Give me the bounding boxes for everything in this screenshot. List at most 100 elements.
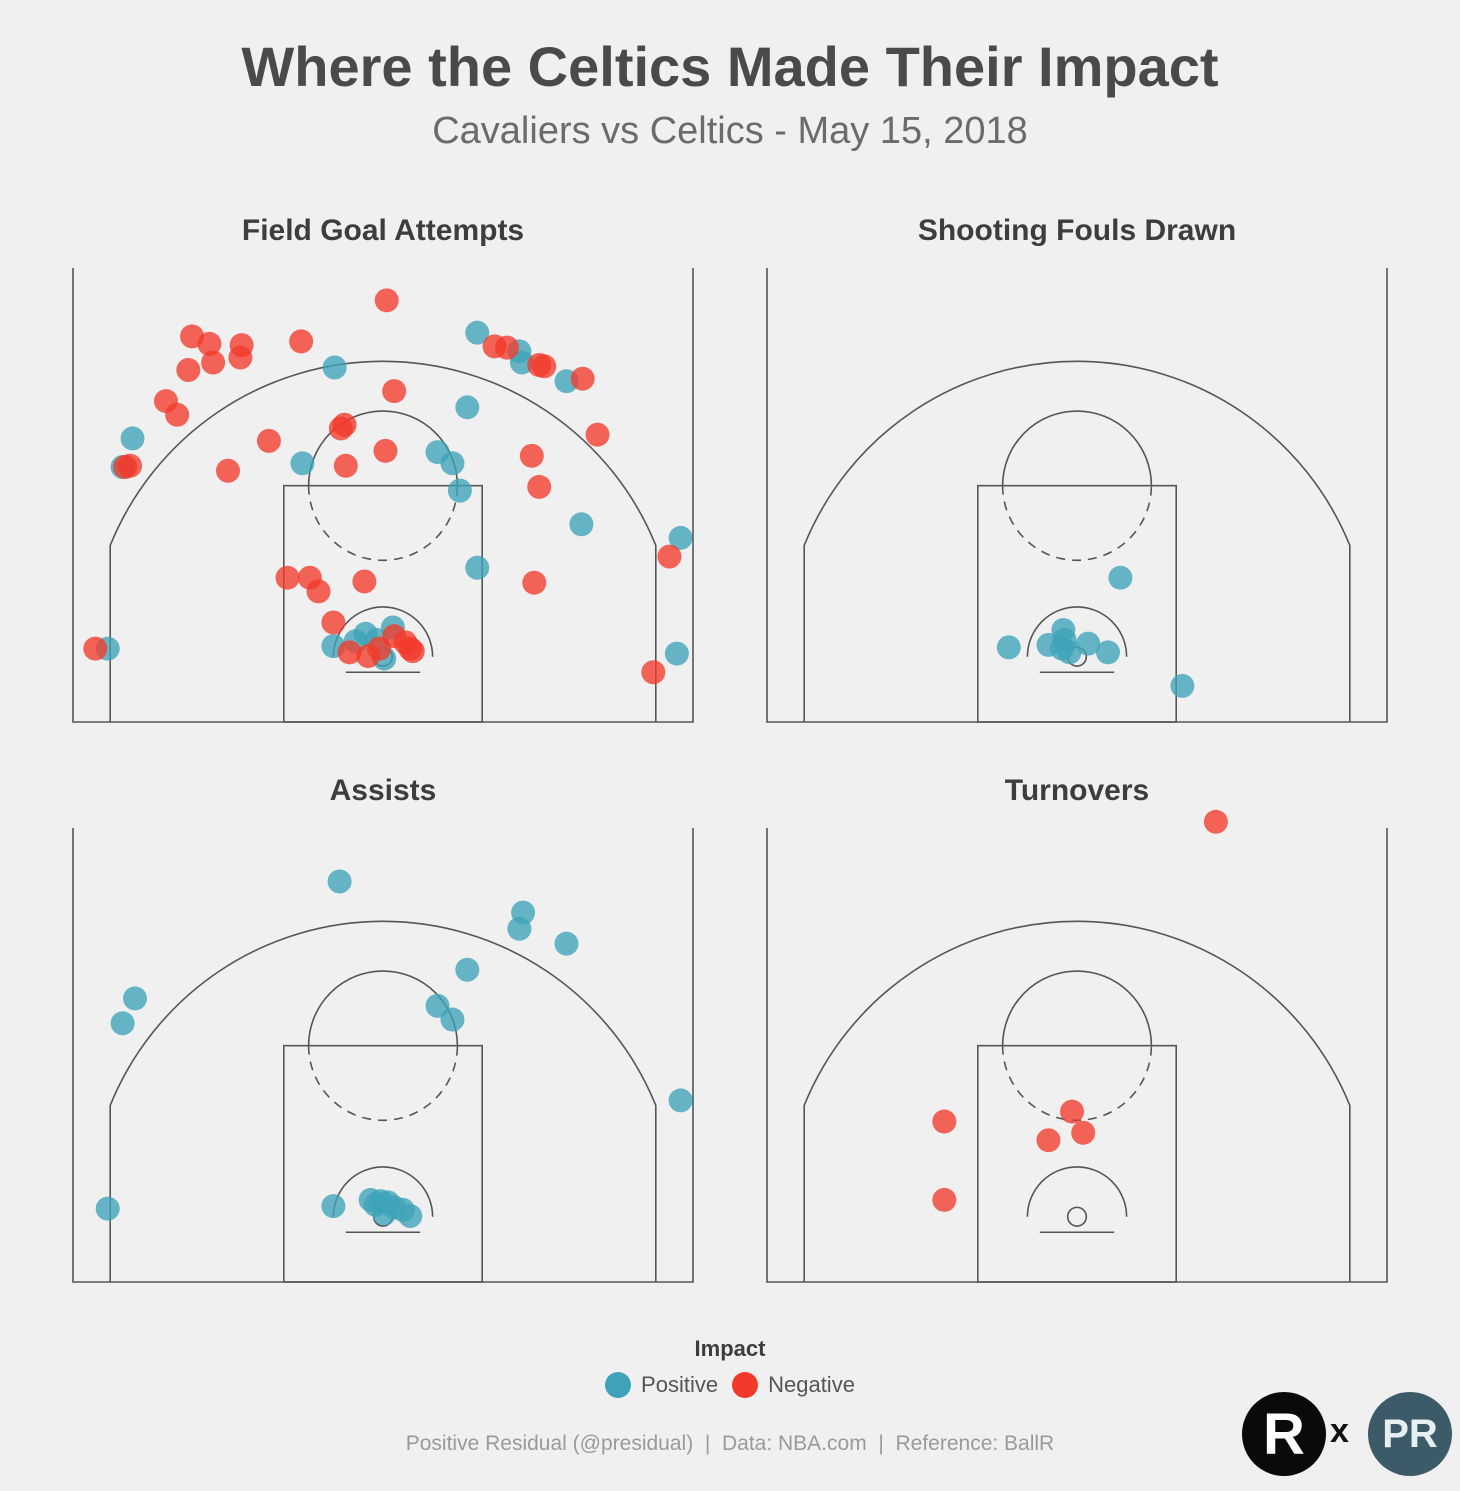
restricted-area — [1026, 606, 1128, 657]
shot-point-negative — [932, 1187, 957, 1212]
shot-point-positive — [465, 320, 490, 345]
legend-swatch-negative — [732, 1372, 759, 1398]
court-assists — [72, 828, 694, 1283]
shot-point-negative — [113, 455, 138, 480]
shot-point-negative — [306, 579, 331, 604]
three-point-line — [803, 920, 1351, 1282]
shot-point-negative — [522, 570, 547, 595]
shot-point-positive — [321, 1194, 346, 1219]
shot-point-positive — [398, 1204, 423, 1229]
shot-point-negative — [400, 639, 425, 664]
r-logo: R — [1242, 1392, 1326, 1476]
chart-subtitle: Cavaliers vs Celtics - May 15, 2018 — [432, 110, 1028, 152]
shot-point-negative — [228, 345, 253, 370]
shot-point-positive — [664, 641, 689, 666]
shot-point-positive — [455, 395, 480, 420]
shot-point-negative — [165, 402, 190, 427]
shot-point-positive — [440, 1007, 465, 1032]
paint-box — [283, 484, 483, 723]
panel-title-turnovers: Turnovers — [1004, 774, 1150, 807]
three-point-line — [803, 360, 1351, 722]
shot-point-negative — [374, 288, 399, 313]
shot-point-positive — [1057, 640, 1082, 665]
shot-point-negative — [641, 660, 666, 685]
shot-point-negative — [352, 569, 377, 594]
legend: Positive Negative — [0, 1372, 1460, 1398]
shot-point-positive — [447, 478, 472, 503]
shot-point-positive — [327, 869, 352, 894]
shot-point-negative — [332, 412, 357, 437]
shot-point-positive — [1051, 617, 1076, 642]
shot-point-negative — [373, 438, 398, 463]
shot-point-negative — [532, 354, 557, 379]
shot-point-positive — [120, 426, 145, 451]
paint-box — [283, 1044, 483, 1283]
shot-point-negative — [495, 335, 519, 360]
panel-title-assists: Assists — [329, 774, 437, 807]
shot-point-negative — [527, 474, 552, 499]
shot-point-positive — [110, 1011, 135, 1036]
pr-logo: PR — [1368, 1392, 1452, 1476]
source-caption: Positive Residual (@presidual) | Data: N… — [405, 1432, 1055, 1455]
shot-point-negative — [1036, 1128, 1061, 1153]
panel-title-field-goal-attempts: Field Goal Attempts — [241, 214, 525, 247]
shot-point-positive — [440, 451, 465, 476]
pr-logo-text: PR — [1382, 1411, 1438, 1456]
shot-point-negative — [180, 324, 205, 349]
shot-point-negative — [1060, 1099, 1085, 1124]
shot-point-positive — [996, 635, 1021, 660]
shot-point-negative — [176, 357, 201, 382]
free-throw-circle-bottom — [307, 485, 459, 562]
shot-point-negative — [570, 366, 595, 391]
shot-point-positive — [668, 1088, 693, 1113]
logo-separator: x — [1330, 1412, 1349, 1450]
shot-point-negative — [519, 443, 544, 468]
shot-point-positive — [123, 986, 147, 1011]
shot-point-positive — [465, 555, 490, 580]
shot-point-negative — [275, 565, 300, 590]
shot-point-negative — [1203, 809, 1228, 834]
free-throw-circle-top — [1001, 970, 1153, 1046]
court-turnovers — [766, 809, 1388, 1283]
shot-point-positive — [290, 451, 315, 476]
shot-point-negative — [932, 1109, 957, 1134]
shot-point-positive — [1108, 565, 1133, 590]
chart-title: Where the Celtics Made Their Impact — [241, 35, 1219, 98]
court-shooting-fouls-drawn — [766, 268, 1388, 723]
legend-label-negative: Negative — [768, 1372, 855, 1397]
legend-item-negative: Negative — [732, 1372, 855, 1398]
court-boundary — [766, 828, 1388, 1283]
shot-point-positive — [507, 916, 532, 941]
three-point-line — [109, 360, 657, 722]
shot-point-negative — [337, 640, 362, 665]
restricted-area — [1026, 1166, 1128, 1217]
shot-point-positive — [363, 1192, 388, 1217]
shot-point-positive — [554, 931, 579, 956]
shot-point-negative — [201, 350, 226, 375]
shot-point-negative — [256, 428, 281, 453]
shot-point-negative — [585, 422, 610, 447]
legend-item-positive: Positive — [605, 1372, 718, 1398]
r-logo-text: R — [1263, 1401, 1305, 1467]
legend-title: Impact — [694, 1336, 766, 1361]
shot-point-negative — [289, 329, 314, 354]
shot-point-negative — [1071, 1120, 1096, 1145]
shot-point-negative — [321, 610, 346, 635]
panel-title-shooting-fouls-drawn: Shooting Fouls Drawn — [917, 214, 1237, 247]
free-throw-circle-bottom — [1001, 485, 1153, 562]
legend-swatch-positive — [605, 1372, 632, 1398]
shot-point-positive — [1076, 631, 1101, 656]
paint-box — [977, 484, 1177, 723]
shot-point-positive — [569, 512, 594, 537]
shot-point-positive — [455, 957, 480, 982]
hoop — [1066, 1206, 1088, 1227]
three-point-line — [109, 920, 657, 1282]
shot-point-positive — [1096, 640, 1120, 665]
shot-point-negative — [382, 379, 407, 404]
shot-point-negative — [333, 453, 358, 478]
shot-point-negative — [216, 458, 240, 483]
shot-point-negative — [83, 636, 108, 661]
shot-point-positive — [1170, 673, 1195, 698]
court-field-goal-attempts — [72, 268, 694, 723]
shot-point-positive — [668, 525, 693, 550]
